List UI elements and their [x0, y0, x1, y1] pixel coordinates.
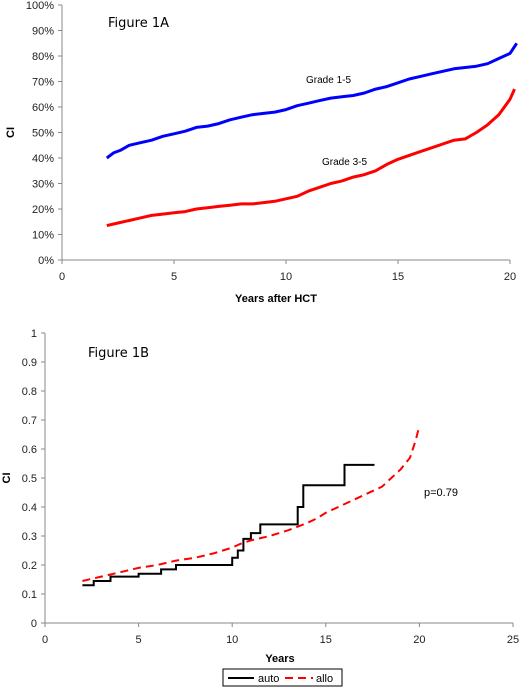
p-value-annotation: p=0.79: [424, 487, 458, 499]
chart-figure-1b: 00.10.20.30.40.50.60.70.80.910 5 10 15 20 25Y…: [1, 328, 519, 687]
y-tick-label: 60%: [32, 102, 54, 114]
y-axis-label: CI: [1, 473, 13, 484]
legend-box: [222, 668, 343, 687]
y-tick-label: 0.4: [22, 502, 37, 514]
y-tick-label: 90%: [32, 26, 54, 38]
y-tick-label: 0.9: [22, 357, 37, 369]
series-line-grade-3-5: [106, 88, 516, 228]
y-tick-label: 1: [31, 328, 37, 340]
x-axis-label: Years after HCT: [235, 293, 317, 305]
y-tick-label: 70%: [32, 77, 54, 89]
x-tick-label: 5: [136, 634, 142, 646]
chart-title: Figure 1A: [108, 16, 169, 31]
y-tick-label: 30%: [32, 179, 54, 191]
y-tick-label: 0.7: [22, 415, 37, 427]
y-tick-label: 0.1: [22, 589, 37, 601]
series-line-auto: [82, 463, 375, 587]
y-tick-label: 0%: [38, 255, 54, 267]
y-tick-label: 0: [31, 618, 37, 630]
y-tick-label: 80%: [32, 51, 54, 63]
series-line-grade-1-5: [105, 42, 518, 160]
legend: auto allo: [222, 668, 343, 687]
annotation-grade-3-5: Grade 3-5: [322, 157, 367, 168]
x-tick-label: 25: [507, 634, 519, 646]
x-tick-label: 10: [280, 271, 292, 283]
y-tick-label: 50%: [32, 128, 54, 140]
y-axis-label: CI: [5, 127, 17, 138]
series-line-allo: [82, 425, 421, 582]
chart-title: Figure 1B: [88, 346, 149, 361]
y-tick-label: 0.6: [22, 444, 37, 456]
x-tick-label: 20: [504, 271, 516, 283]
y-tick-label: 40%: [32, 153, 54, 165]
x-tick-label: 5: [171, 271, 177, 283]
x-tick-label: 0: [42, 634, 48, 646]
x-tick-label: 20: [413, 634, 425, 646]
y-tick-label: 20%: [32, 204, 54, 216]
x-tick-label: 15: [392, 271, 404, 283]
x-tick-label: 15: [320, 634, 332, 646]
x-tick-label: 0: [59, 271, 65, 283]
y-tick-label: 0.8: [22, 386, 37, 398]
legend-label-auto: auto: [258, 673, 279, 685]
chart-figure-1a: 0% 10% 20% 30% 40% 50% 60% 70% 80% 90% 100% 0 5 10 15 2…: [5, 0, 518, 305]
y-tick-label: 0.5: [22, 473, 37, 485]
annotation-grade-1-5: Grade 1-5: [306, 75, 351, 86]
x-tick-label: 10: [226, 634, 238, 646]
y-tick-label: 10%: [32, 230, 54, 242]
y-tick-label: 0.2: [22, 560, 37, 572]
x-axis-label: Years: [265, 653, 294, 665]
y-tick-label: 100%: [26, 0, 54, 12]
legend-label-allo: allo: [316, 673, 333, 685]
y-tick-label: 0.3: [22, 531, 37, 543]
